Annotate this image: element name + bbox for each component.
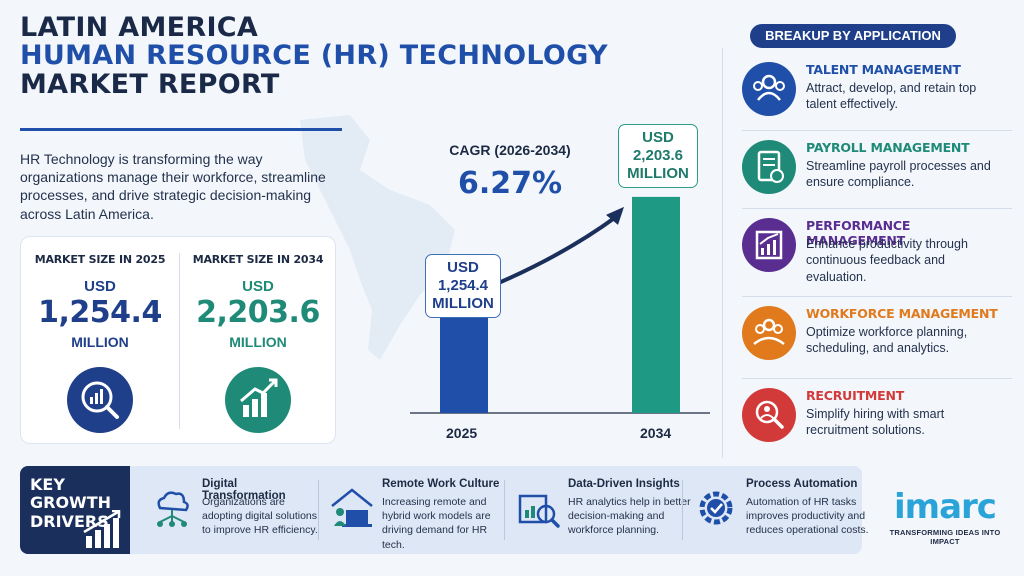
growth-driver-item: Process Automation Automation of HR tasks… (690, 474, 869, 546)
market-size-2025-unit: MILLION (71, 334, 129, 350)
section-divider (722, 48, 723, 458)
bar-2034 (632, 196, 680, 413)
application-separator (742, 378, 1012, 379)
application-title: PERFORMANCE MANAGEMENT (806, 218, 911, 248)
growth-driver-item: Digital Transformation Organizations are … (146, 474, 324, 546)
application-item: PERFORMANCE MANAGEMENT Enhance productivi… (742, 218, 1012, 288)
market-size-2034-currency: USD (242, 278, 274, 295)
application-description: Streamline payroll processes and ensure … (806, 159, 991, 190)
report-title: LATIN AMERICA HUMAN RESOURCE (HR) TECHNO… (20, 12, 608, 100)
application-item: RECRUITMENT Simplify hiring with smart re… (742, 388, 1012, 458)
market-size-2025-label: MARKET SIZE IN 2025 (34, 253, 166, 266)
cagr-value: 6.27% (457, 166, 563, 201)
logo-wordmark: imarc (894, 487, 997, 527)
title-line-2: HUMAN RESOURCE (HR) TECHNOLOGY (20, 40, 608, 72)
growth-driver-description: HR analytics help in better decision-mak… (568, 496, 691, 537)
title-line-3: MARKET REPORT (20, 68, 280, 100)
market-size-panel: MARKET SIZE IN 2025 USD 1,254.4 MILLION … (20, 236, 336, 444)
growth-driver-title: Data-Driven Insights (568, 478, 680, 490)
performance-chart-icon (742, 218, 796, 272)
growth-driver-title: Process Automation (746, 478, 858, 490)
bar-label-2034-value: 2,203.6 (632, 147, 684, 164)
driver-separator (682, 480, 683, 540)
growth-driver-item: Remote Work Culture Increasing remote and… (326, 474, 504, 551)
driver-separator (504, 480, 505, 540)
growth-driver-title: Remote Work Culture (382, 478, 500, 490)
cloud-network-icon (146, 482, 198, 534)
application-item: TALENT MANAGEMENT Attract, develop, and r… (742, 62, 1012, 132)
bar-label-2034-unit: MILLION (627, 165, 689, 182)
growth-arrow (493, 215, 618, 287)
search-person-icon (742, 388, 796, 442)
market-size-2034-label: MARKET SIZE IN 2034 (192, 253, 324, 266)
gear-check-icon (690, 482, 742, 534)
application-item: WORKFORCE MANAGEMENT Optimize workforce p… (742, 306, 1012, 376)
bar-label-2025-currency: USD (447, 259, 479, 276)
growth-driver-description: Organizations are adopting digital solut… (202, 496, 318, 537)
application-title: WORKFORCE MANAGEMENT (806, 306, 998, 321)
application-separator (742, 208, 1012, 209)
application-description: Attract, develop, and retain top talent … (806, 81, 977, 112)
home-laptop-icon (326, 482, 378, 534)
latin-america-map-background (300, 115, 455, 360)
key-growth-drivers-heading: KEY GROWTH DRIVERS (30, 475, 112, 531)
title-line-1: LATIN AMERICA (20, 12, 259, 43)
imarc-logo: imarc TRANSFORMING IDEAS INTO IMPACT (880, 490, 1010, 546)
market-size-2034: MARKET SIZE IN 2034 USD 2,203.6 MILLION (179, 237, 337, 443)
application-title: TALENT MANAGEMENT (806, 62, 961, 77)
intro-text: HR Technology is transforming the way or… (20, 151, 326, 222)
bar-label-2025-unit: MILLION (432, 295, 494, 312)
growth-driver-item: Data-Driven Insights HR analytics help in… (512, 474, 691, 546)
magnifier-chart-icon (67, 367, 133, 433)
market-size-divider (179, 253, 180, 429)
people-icon (742, 62, 796, 116)
payroll-document-icon (742, 140, 796, 194)
bar-label-2034-currency: USD (642, 129, 674, 146)
market-size-2034-unit: MILLION (229, 334, 287, 350)
application-description: Simplify hiring with smart recruitment s… (806, 407, 945, 438)
x-tick-2025: 2025 (446, 425, 478, 441)
driver-separator (318, 480, 319, 540)
cagr-label: CAGR (2026-2034) (449, 142, 571, 158)
logo-tagline: TRANSFORMING IDEAS INTO IMPACT (889, 528, 1001, 546)
title-underline (20, 128, 342, 131)
analytics-magnifier-icon (512, 482, 564, 534)
growth-driver-description: Automation of HR tasks improves producti… (746, 496, 869, 537)
bar-label-2025-value: 1,254.4 (437, 277, 489, 294)
market-size-2025-currency: USD (84, 278, 116, 295)
key-growth-drivers-label: KEY GROWTH DRIVERS (20, 466, 130, 554)
growth-driver-description: Increasing remote and hybrid work models… (382, 496, 491, 551)
bar-label-2025: USD 1,254.4 MILLION (425, 254, 501, 318)
application-item: PAYROLL MANAGEMENT Streamline payroll pro… (742, 140, 1012, 210)
growth-arrow-head (606, 206, 624, 225)
bar-label-2034: USD 2,203.6 MILLION (618, 124, 698, 188)
application-separator (742, 130, 1012, 131)
market-size-2025-value: 1,254.4 (38, 295, 162, 330)
market-size-2025: MARKET SIZE IN 2025 USD 1,254.4 MILLION (21, 237, 179, 443)
team-icon (742, 306, 796, 360)
growth-bars-icon (225, 367, 291, 433)
market-size-2034-value: 2,203.6 (196, 295, 320, 330)
breakup-heading: BREAKUP BY APPLICATION (750, 24, 956, 48)
application-description: Optimize workforce planning, scheduling,… (806, 325, 968, 356)
growth-driver-title: Digital Transformation (202, 478, 286, 502)
market-growth-chart (410, 196, 710, 414)
application-title: PAYROLL MANAGEMENT (806, 140, 970, 155)
application-separator (742, 296, 1012, 297)
application-title: RECRUITMENT (806, 388, 905, 403)
application-description: Enhance productivity through continuous … (806, 237, 968, 284)
x-tick-2034: 2034 (640, 425, 672, 441)
growth-chart-icon (83, 510, 121, 548)
